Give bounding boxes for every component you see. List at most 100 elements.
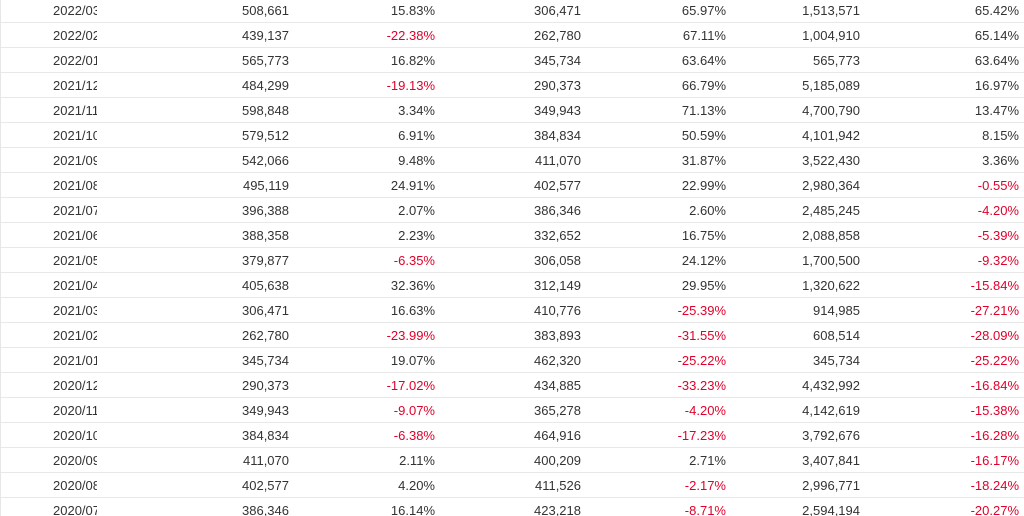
value-3-cell: 1,320,622 [728,272,874,298]
value-2-cell: 384,834 [437,122,582,148]
value-3-cell: 4,101,942 [728,122,874,148]
table-row: 2020/11 349,943 -9.07% 365,278 -4.20% 4,142,6… [1,397,1024,423]
table-row: 2022/02 439,137 -22.38% 262,780 67.11% 1,004,… [1,22,1024,48]
percent-3-cell: -16.17% [874,447,1024,473]
table-row: 2021/12 484,299 -19.13% 290,373 66.79% 5,185,… [1,72,1024,98]
percent-2-cell: 65.97% [582,0,728,23]
value-1-cell: 384,834 [97,422,291,448]
percent-2-cell: -25.39% [582,297,728,323]
percent-3-cell: 63.64% [874,47,1024,73]
percent-3-cell: -16.28% [874,422,1024,448]
percent-2-cell: 22.99% [582,172,728,198]
percent-3-cell: 8.15% [874,122,1024,148]
value-1-cell: 495,119 [97,172,291,198]
value-2-cell: 306,058 [437,247,582,273]
value-3-cell: 565,773 [728,47,874,73]
percent-3-cell: -18.24% [874,472,1024,498]
percent-3-cell: -28.09% [874,322,1024,348]
table-row: 2021/11 598,848 3.34% 349,943 71.13% 4,700,79… [1,97,1024,123]
percent-1-cell: 24.91% [291,172,437,198]
value-2-cell: 402,577 [437,172,582,198]
value-2-cell: 349,943 [437,97,582,123]
value-3-cell: 4,432,992 [728,372,874,398]
month-cell: 2021/02 [1,322,97,348]
value-3-cell: 4,142,619 [728,397,874,423]
value-2-cell: 386,346 [437,197,582,223]
value-1-cell: 386,346 [97,497,291,516]
percent-2-cell: 2.60% [582,197,728,223]
percent-3-cell: -25.22% [874,347,1024,373]
percent-1-cell: 2.07% [291,197,437,223]
value-1-cell: 345,734 [97,347,291,373]
month-cell: 2021/01 [1,347,97,373]
month-cell: 2020/07 [1,497,97,516]
table-row: 2021/04 405,638 32.36% 312,149 29.95% 1,320,6… [1,272,1024,298]
percent-1-cell: -9.07% [291,397,437,423]
month-cell: 2021/06 [1,222,97,248]
value-2-cell: 312,149 [437,272,582,298]
percent-3-cell: 65.42% [874,0,1024,23]
month-cell: 2021/05 [1,247,97,273]
table-row: 2020/08 402,577 4.20% 411,526 -2.17% 2,996,77… [1,472,1024,498]
value-3-cell: 4,700,790 [728,97,874,123]
value-3-cell: 914,985 [728,297,874,323]
value-3-cell: 608,514 [728,322,874,348]
percent-1-cell: -22.38% [291,22,437,48]
value-1-cell: 508,661 [97,0,291,23]
value-2-cell: 434,885 [437,372,582,398]
value-3-cell: 1,004,910 [728,22,874,48]
percent-2-cell: 63.64% [582,47,728,73]
value-1-cell: 402,577 [97,472,291,498]
percent-1-cell: -23.99% [291,322,437,348]
percent-3-cell: -9.32% [874,247,1024,273]
table-row: 2021/05 379,877 -6.35% 306,058 24.12% 1,700,5… [1,247,1024,273]
percent-2-cell: -17.23% [582,422,728,448]
percent-2-cell: 50.59% [582,122,728,148]
value-1-cell: 542,066 [97,147,291,173]
value-2-cell: 423,218 [437,497,582,516]
value-3-cell: 2,088,858 [728,222,874,248]
table-row: 2021/10 579,512 6.91% 384,834 50.59% 4,101,94… [1,122,1024,148]
percent-1-cell: 2.23% [291,222,437,248]
percent-2-cell: -2.17% [582,472,728,498]
value-2-cell: 332,652 [437,222,582,248]
value-2-cell: 411,526 [437,472,582,498]
percent-1-cell: 6.91% [291,122,437,148]
percent-2-cell: -4.20% [582,397,728,423]
value-1-cell: 565,773 [97,47,291,73]
table-row: 2022/01 565,773 16.82% 345,734 63.64% 565,773… [1,47,1024,73]
percent-3-cell: 65.14% [874,22,1024,48]
table-row: 2021/02 262,780 -23.99% 383,893 -31.55% 608,5… [1,322,1024,348]
percent-3-cell: -5.39% [874,222,1024,248]
value-2-cell: 411,070 [437,147,582,173]
month-cell: 2020/12 [1,372,97,398]
percent-3-cell: 16.97% [874,72,1024,98]
month-cell: 2021/03 [1,297,97,323]
percent-1-cell: 15.83% [291,0,437,23]
percent-2-cell: 67.11% [582,22,728,48]
percent-1-cell: 2.11% [291,447,437,473]
table-row: 2020/09 411,070 2.11% 400,209 2.71% 3,407,841… [1,447,1024,473]
value-1-cell: 349,943 [97,397,291,423]
value-1-cell: 484,299 [97,72,291,98]
table-row: 2021/09 542,066 9.48% 411,070 31.87% 3,522,43… [1,147,1024,173]
value-2-cell: 345,734 [437,47,582,73]
table-row: 2021/03 306,471 16.63% 410,776 -25.39% 914,98… [1,297,1024,323]
table-row: 2020/10 384,834 -6.38% 464,916 -17.23% 3,792,… [1,422,1024,448]
value-2-cell: 464,916 [437,422,582,448]
value-2-cell: 306,471 [437,0,582,23]
table-row: 2021/08 495,119 24.91% 402,577 22.99% 2,980,3… [1,172,1024,198]
percent-3-cell: -4.20% [874,197,1024,223]
value-2-cell: 365,278 [437,397,582,423]
month-cell: 2020/10 [1,422,97,448]
value-2-cell: 462,320 [437,347,582,373]
table-row: 2021/01 345,734 19.07% 462,320 -25.22% 345,73… [1,347,1024,373]
value-3-cell: 345,734 [728,347,874,373]
table-row: 2021/06 388,358 2.23% 332,652 16.75% 2,088,85… [1,222,1024,248]
value-1-cell: 262,780 [97,322,291,348]
value-2-cell: 290,373 [437,72,582,98]
table-row: 2020/12 290,373 -17.02% 434,885 -33.23% 4,432… [1,372,1024,398]
